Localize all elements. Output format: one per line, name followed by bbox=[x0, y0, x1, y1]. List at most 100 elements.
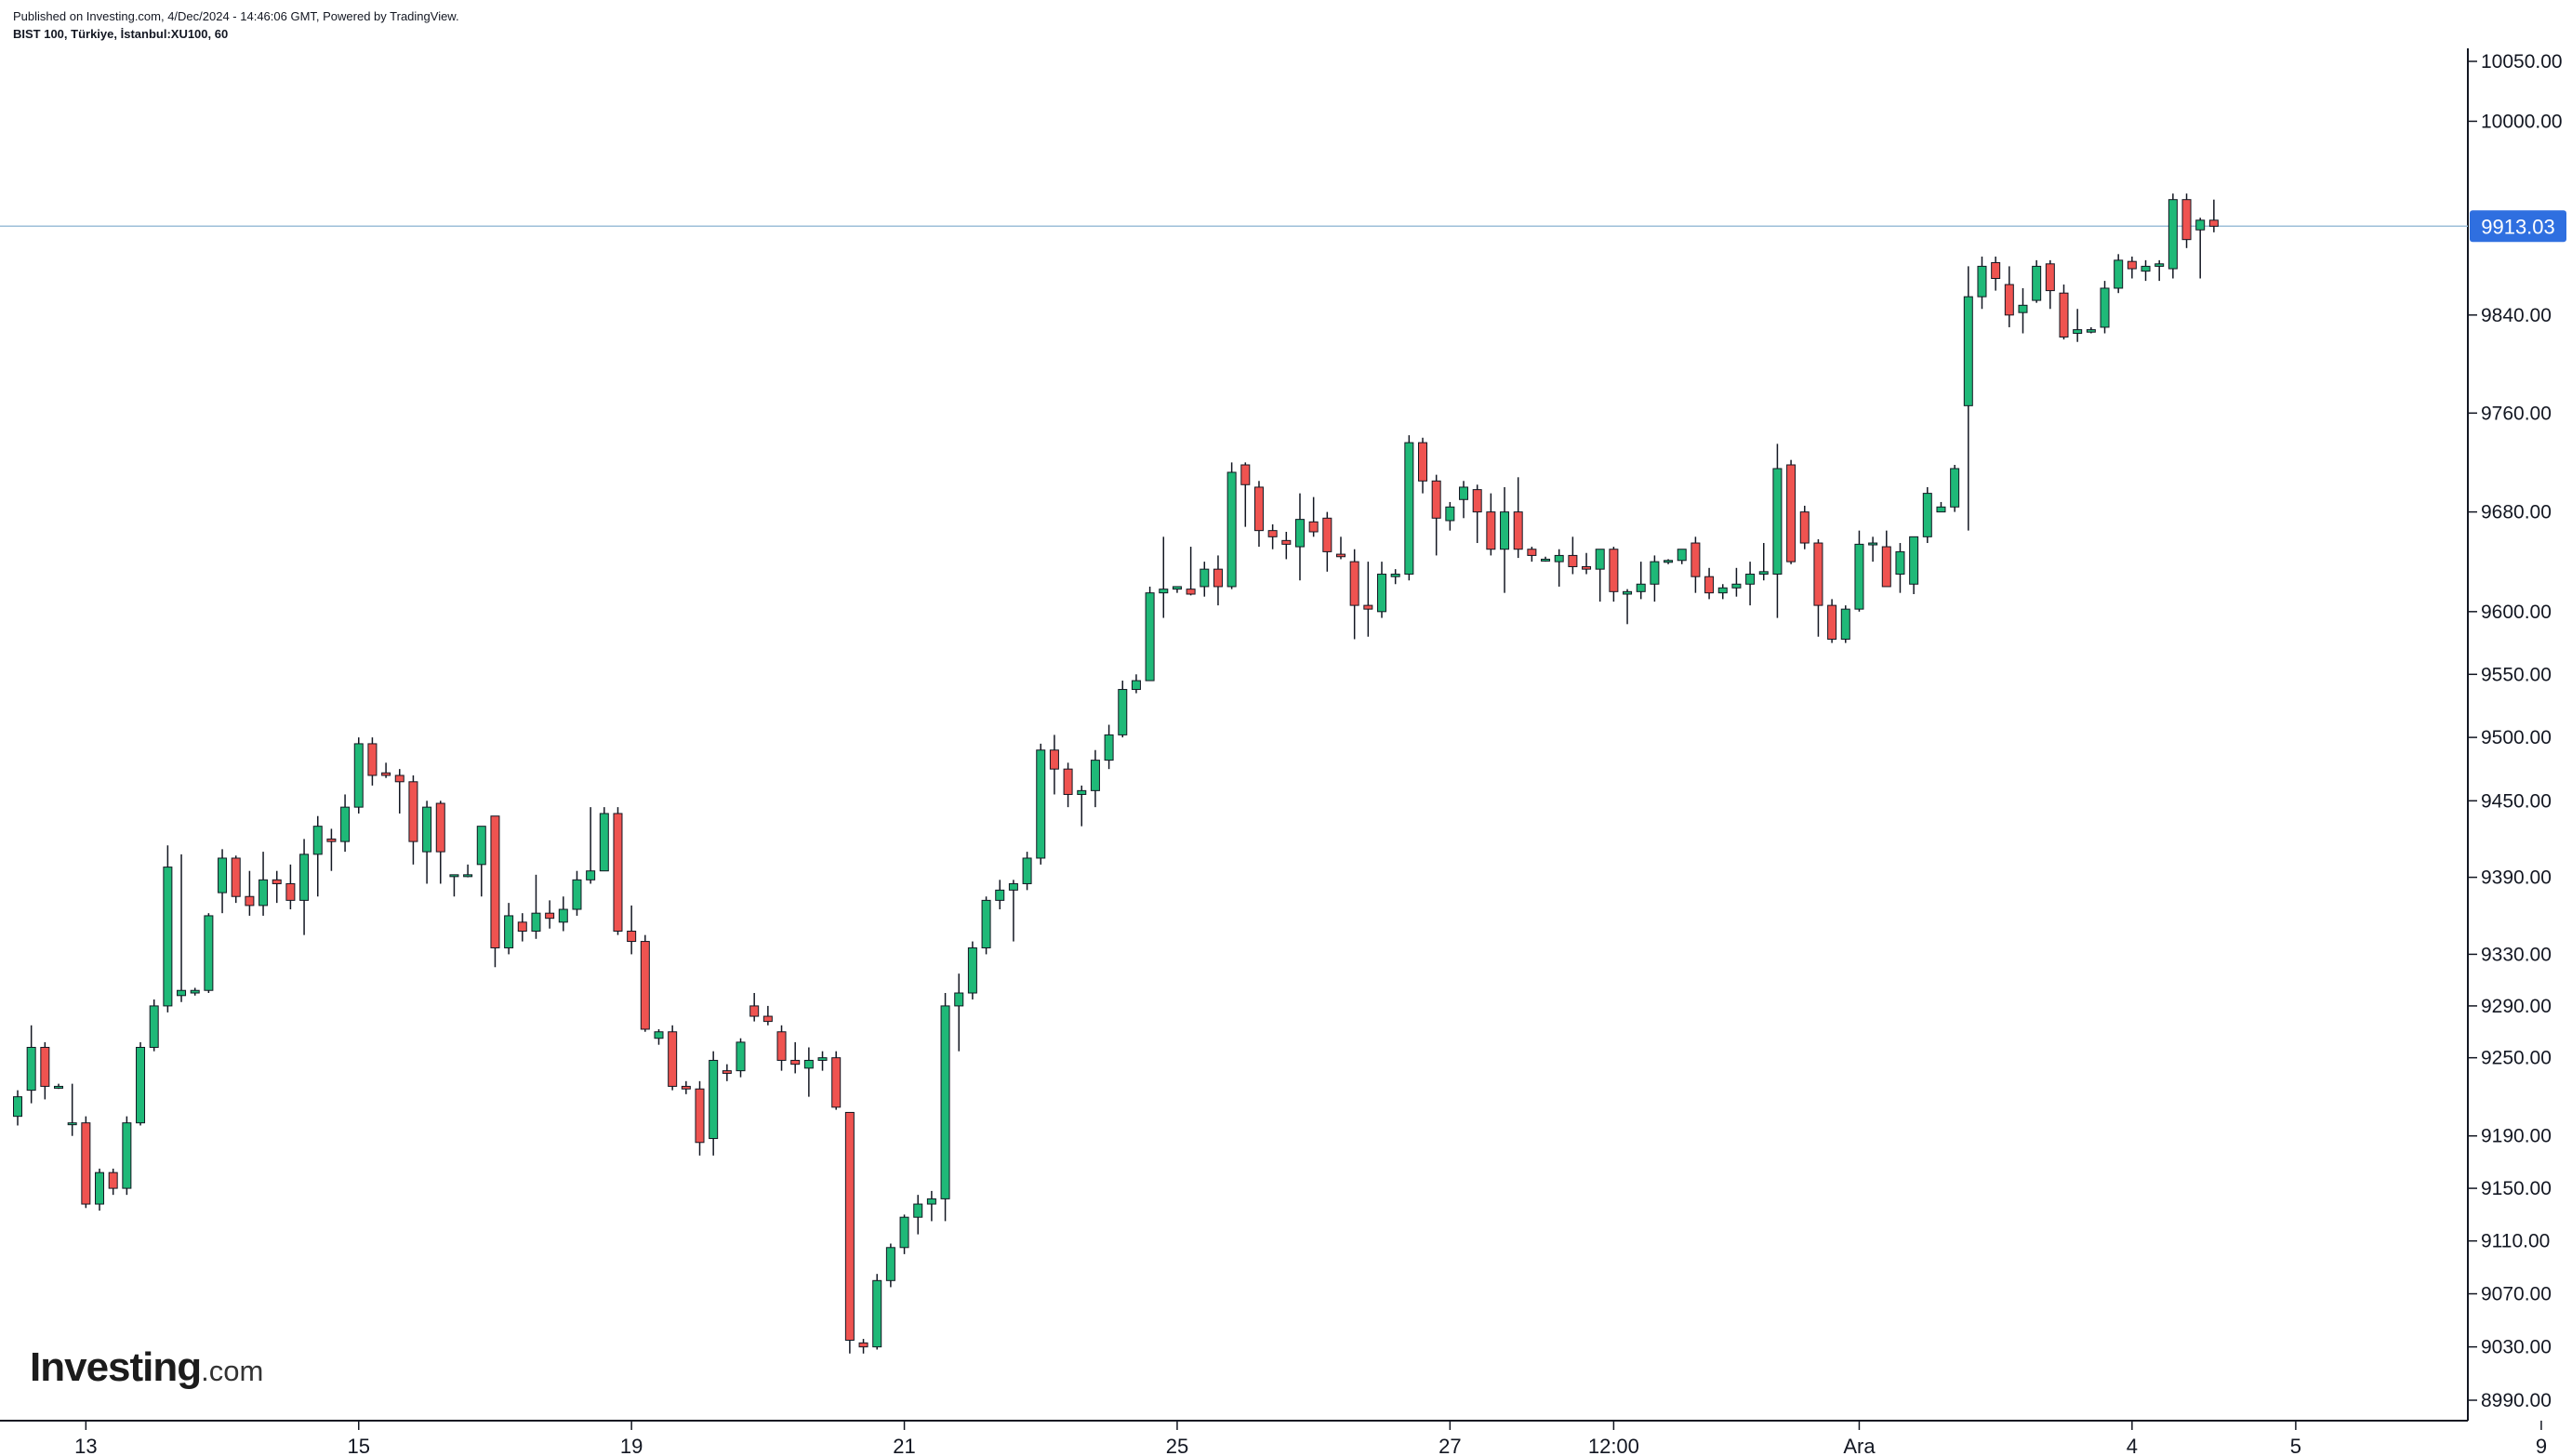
candle-body-down bbox=[749, 1005, 760, 1017]
candle-body-down bbox=[1267, 530, 1278, 537]
candle bbox=[1527, 547, 1537, 563]
candle bbox=[1840, 605, 1850, 643]
candle-body-up bbox=[817, 1057, 828, 1061]
candle-body-up bbox=[1677, 549, 1687, 562]
candle bbox=[326, 828, 337, 871]
candle bbox=[1854, 530, 1864, 612]
candle bbox=[1758, 543, 1769, 581]
candle-body-down bbox=[722, 1070, 732, 1074]
candle-body-up bbox=[299, 854, 310, 901]
candle-body-down bbox=[1213, 568, 1223, 588]
candle bbox=[435, 801, 445, 884]
candle-body-up bbox=[2073, 329, 2083, 335]
candle-body-up bbox=[476, 826, 486, 866]
price-tick-label: 9600.00 bbox=[2481, 602, 2552, 623]
candle-body-down bbox=[1363, 604, 1373, 610]
investing-logo: Investing.com bbox=[30, 1344, 263, 1391]
candle-body-up bbox=[1554, 554, 1564, 563]
candle-body-down bbox=[1281, 539, 1292, 545]
candle-body-down bbox=[668, 1031, 678, 1087]
candle bbox=[136, 1041, 146, 1126]
candle bbox=[1513, 477, 1523, 559]
candle bbox=[844, 1111, 855, 1354]
candle bbox=[1363, 562, 1373, 637]
candle-body-up bbox=[1500, 511, 1510, 550]
candle bbox=[872, 1274, 882, 1350]
price-tick-label: 9250.00 bbox=[2481, 1048, 2552, 1069]
candle bbox=[2018, 287, 2028, 334]
candle bbox=[1568, 536, 1578, 575]
candle-body-down bbox=[285, 882, 296, 901]
candle-body-up bbox=[259, 879, 269, 907]
candle bbox=[1445, 501, 1455, 531]
candle-body-down bbox=[1881, 546, 1891, 588]
candle bbox=[504, 903, 514, 955]
candle bbox=[1240, 462, 1251, 527]
candle bbox=[681, 1080, 691, 1094]
candle bbox=[1404, 435, 1414, 581]
candle bbox=[54, 1083, 64, 1090]
candle-body-up bbox=[190, 989, 200, 994]
candle bbox=[1745, 562, 1756, 606]
candle-body-up bbox=[2100, 287, 2110, 328]
candle bbox=[981, 896, 991, 955]
last-price-tag: 9913.03 bbox=[2470, 210, 2566, 243]
candle bbox=[1294, 493, 1305, 581]
candle-body-up bbox=[1650, 561, 1660, 585]
candle bbox=[1077, 785, 1087, 827]
axes bbox=[0, 48, 2469, 1422]
candle-body-up bbox=[1159, 589, 1169, 594]
candle-body-down bbox=[490, 815, 500, 948]
candle-body-down bbox=[627, 931, 637, 943]
candle bbox=[586, 807, 596, 884]
candle-body-down bbox=[40, 1046, 50, 1087]
candle-body-up bbox=[926, 1198, 936, 1205]
candle-body-down bbox=[1568, 554, 1578, 567]
candle-body-up bbox=[1854, 543, 1864, 610]
candle bbox=[1813, 539, 1823, 637]
candle-body-down bbox=[1308, 521, 1319, 533]
time-tick-label: 13 bbox=[74, 1435, 97, 1456]
candle bbox=[1049, 735, 1059, 795]
candle bbox=[1118, 681, 1128, 738]
candle bbox=[422, 801, 432, 884]
candle bbox=[1172, 586, 1182, 593]
candle bbox=[1677, 549, 1687, 564]
candle-body-up bbox=[463, 874, 473, 878]
candle-body-down bbox=[2004, 284, 2014, 316]
candle-body-up bbox=[1377, 574, 1386, 613]
candle bbox=[1922, 486, 1932, 544]
candle-body-up bbox=[1977, 265, 1987, 298]
time-tick-label: 27 bbox=[1438, 1435, 1461, 1456]
candle bbox=[367, 737, 378, 786]
candle bbox=[695, 1080, 705, 1156]
candle-body-up bbox=[1145, 592, 1155, 682]
candle bbox=[2168, 193, 2178, 279]
candle-body-up bbox=[531, 912, 541, 933]
candle bbox=[449, 874, 459, 897]
candle-body-down bbox=[367, 743, 378, 776]
candle bbox=[1609, 547, 1619, 602]
candle-body-down bbox=[1827, 604, 1837, 640]
candle-body-up bbox=[940, 1005, 950, 1199]
candle-body-up bbox=[1636, 583, 1646, 592]
candle bbox=[1895, 543, 1905, 593]
time-tick-label: 4 bbox=[2127, 1435, 2138, 1456]
candle-body-down bbox=[108, 1171, 118, 1189]
price-tick-label: 10050.00 bbox=[2481, 51, 2563, 73]
candle-body-up bbox=[1226, 471, 1237, 588]
candle-body-down bbox=[762, 1015, 773, 1023]
price-tag-label: 9913.03 bbox=[2481, 215, 2555, 238]
time-tick-label: 21 bbox=[893, 1435, 915, 1456]
candle bbox=[1799, 505, 1810, 549]
candle-body-up bbox=[586, 870, 596, 880]
candle-body-up bbox=[913, 1203, 923, 1218]
candle-body-down bbox=[2059, 292, 2069, 338]
candle bbox=[81, 1116, 91, 1209]
candle-body-up bbox=[1445, 506, 1455, 522]
candle-body-up bbox=[995, 889, 1005, 901]
candle-body-up bbox=[504, 915, 514, 948]
candle bbox=[817, 1051, 828, 1071]
candle bbox=[108, 1168, 118, 1196]
